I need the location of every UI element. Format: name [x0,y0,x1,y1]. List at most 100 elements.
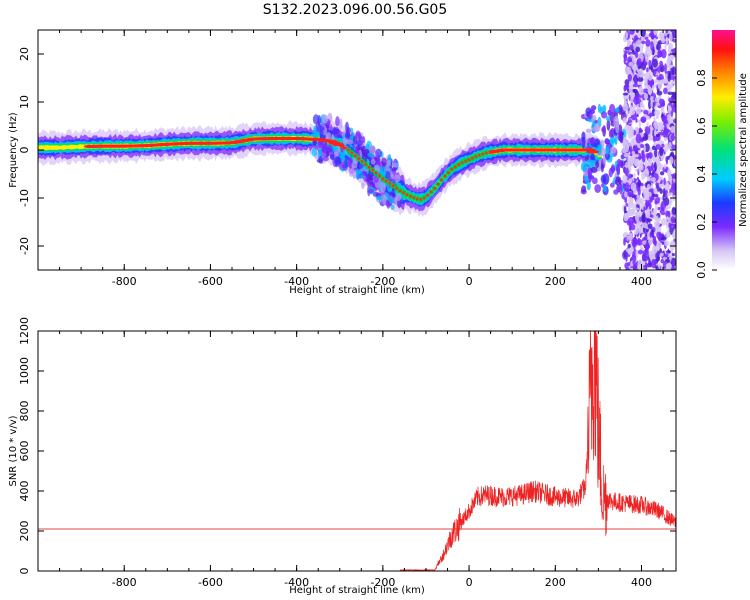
noise-blob [649,214,654,218]
snr-xtick-label: -400 [284,576,309,589]
noise-blob [623,153,631,158]
spectrogram-blob [586,181,591,191]
spectrogram-blob [603,185,607,192]
noise-blob [633,172,636,178]
noise-blob [630,53,634,58]
noise-blob [655,115,659,120]
ridge-dot-core [415,197,419,201]
noise-blob [647,223,653,230]
noise-blob [631,150,636,161]
noise-blob [655,144,661,150]
colorbar-tick-label: 0.2 [695,213,708,231]
noise-blob [640,116,647,123]
noise-blob [664,240,670,247]
noise-blob [634,207,640,211]
spectrogram-ytick-label: 10 [18,95,31,109]
spectrogram-blob [608,167,613,178]
spectrogram-blob [375,148,382,158]
spectrogram-blob [322,156,329,162]
noise-blob [643,109,649,115]
snr-ytick-label: 600 [18,441,31,462]
spectrogram-blob [346,139,353,145]
snr-ticks: -800 -600 -400 -200 0 200 400 0 200 400 600 800 1000… [18,317,676,589]
noise-blob [670,183,676,191]
spectrogram-ylabel: Frequency (Hz) [8,112,19,188]
spectrogram-ytick-label: -20 [18,237,31,255]
ridge-dot-core [346,148,350,152]
spectrogram-blob [361,136,366,144]
noise-blob [645,39,651,47]
spectrogram-blob [605,116,611,122]
noise-blob [649,231,652,239]
noise-blob [672,175,676,179]
noise-blob [628,232,633,241]
noise-blob [653,187,658,195]
noise-blob [635,249,639,258]
ridge-dot-core [422,196,426,200]
colorbar-ticks: 0.0 0.2 0.4 0.6 0.8 [695,69,717,279]
spectrogram-blob [370,158,376,165]
ridge-dot-core [357,157,361,161]
noise-blob [664,42,667,51]
noise-blob [646,184,651,189]
noise-blob [659,188,663,194]
spectrogram-blob [590,166,598,174]
noise-blob [647,136,653,141]
colorbar-tick-label: 0.8 [695,69,708,87]
snr-ytick-label: 200 [18,521,31,542]
noise-blob [624,143,630,152]
spectrogram-blob [613,189,619,195]
spectrogram-blob [590,105,597,111]
noise-blob [660,102,665,107]
noise-blob [656,76,663,81]
noise-blob [627,248,633,255]
snr-ytick-label: 800 [18,401,31,422]
ridge-dot-core [384,179,388,183]
noise-blob [625,167,629,177]
noise-blob [666,250,672,254]
noise-blob [656,250,660,261]
spectrogram-blob [350,127,354,133]
noise-blob [651,258,657,269]
noise-blob [628,109,636,116]
noise-blob [655,215,659,224]
ridge-dot-core [481,152,485,156]
ridge-dot-core [443,174,447,178]
ridge-dot-core [426,193,430,197]
noise-blob [657,80,663,90]
noise-blob [673,118,676,124]
snr-ylabel: SNR (10 * v/v) [8,415,19,486]
spectrogram-blob [392,162,399,168]
snr-ytick-label: 0 [18,568,31,575]
spectrogram-blob [388,197,395,204]
noise-blob [642,249,649,256]
noise-blob [670,30,675,33]
spectrogram-xtick-label: -400 [284,275,309,288]
noise-blob [643,93,649,100]
noise-blob [665,37,669,42]
noise-blob [662,78,667,84]
ridge-dot-core [464,159,468,163]
spectrogram-xtick-label: 200 [545,275,566,288]
noise-blob [625,31,629,39]
noise-blob [646,67,649,73]
ridge-dot-core [457,163,461,166]
ridge-dot-core [388,182,392,185]
noise-blob [622,181,630,191]
noise-blob [659,60,664,69]
snr-xtick-label: 200 [545,576,566,589]
spectrogram-blob [608,129,613,139]
noise-blob [633,95,639,106]
noise-blob [644,133,649,141]
noise-blob [670,104,676,109]
noise-blob [646,218,653,222]
spectrogram-blob [580,161,588,172]
noise-blob [669,240,676,251]
noise-blob [627,156,631,163]
noise-blob [656,43,659,50]
spectrogram-blob [610,146,617,154]
spectrogram-blob [325,124,330,129]
snr-series-line [399,331,676,571]
noise-blob [661,241,664,246]
noise-blob [668,45,671,55]
